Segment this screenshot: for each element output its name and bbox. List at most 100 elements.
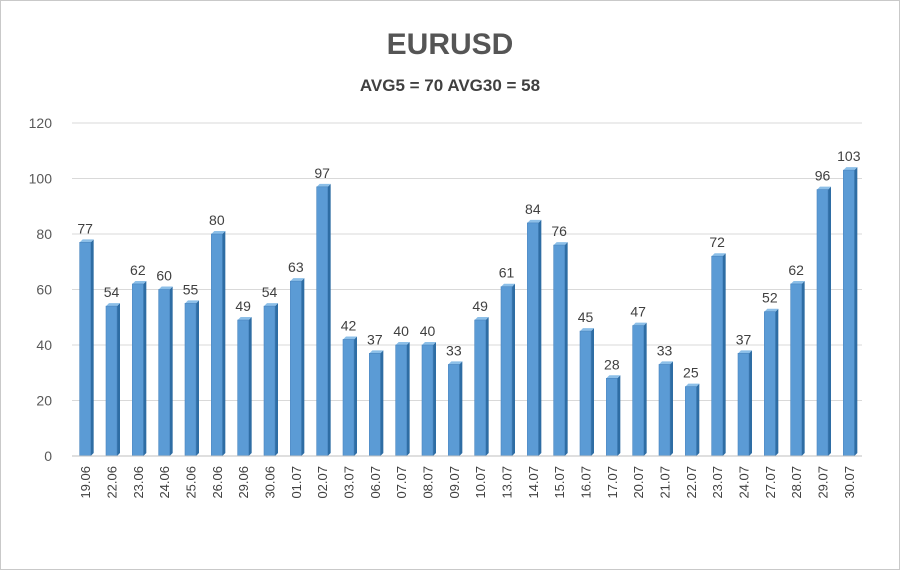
data-label: 61 [499, 265, 515, 281]
data-label: 37 [736, 331, 752, 347]
x-tick-label: 23.06 [131, 466, 146, 499]
bar [158, 286, 173, 457]
bar [553, 242, 568, 457]
data-label: 49 [472, 298, 488, 314]
x-tick-label: 29.06 [236, 466, 251, 499]
data-label: 42 [341, 317, 357, 333]
bar [316, 183, 331, 457]
y-tick-label: 40 [36, 337, 52, 353]
bar [500, 283, 515, 457]
y-tick-label: 0 [44, 448, 52, 464]
data-label: 80 [209, 212, 225, 228]
x-tick-label: 06.07 [368, 466, 383, 499]
x-tick-label: 21.07 [658, 466, 673, 499]
x-tick-label: 02.07 [315, 466, 330, 499]
data-label: 96 [815, 168, 831, 184]
x-tick-label: 22.06 [105, 466, 120, 499]
bar [184, 300, 199, 457]
data-label: 45 [578, 309, 594, 325]
y-tick-label: 60 [36, 282, 52, 298]
bar [369, 350, 384, 457]
data-label: 37 [367, 331, 383, 347]
chart-title: EURUSD [386, 28, 514, 61]
data-label: 60 [156, 268, 172, 284]
x-tick-label: 13.07 [500, 466, 515, 499]
bar [342, 336, 357, 457]
x-tick-label: 27.07 [763, 466, 778, 499]
data-label: 84 [525, 201, 541, 217]
data-label: 49 [235, 298, 251, 314]
x-tick-label: 07.07 [394, 466, 409, 499]
x-tick-label: 30.06 [263, 466, 278, 499]
data-label: 54 [104, 284, 120, 300]
x-tick-label: 25.06 [184, 466, 199, 499]
data-label: 47 [630, 304, 646, 320]
data-label: 25 [683, 365, 699, 381]
x-tick-label: 24.07 [737, 466, 752, 499]
data-label: 72 [709, 234, 725, 250]
x-tick-label: 29.07 [816, 466, 831, 499]
data-label: 62 [788, 262, 804, 278]
bar [632, 322, 647, 457]
x-axis: 19.06 22.06 23.06 24.06 25.06 26.06 29.06 30.06… [72, 455, 862, 499]
x-tick-label: 08.07 [421, 466, 436, 499]
bars [79, 167, 858, 457]
data-label: 28 [604, 356, 620, 372]
y-tick-label: 100 [29, 171, 53, 187]
data-labels: 77 54 62 60 55 80 49 54 63 97 42 37 40 40 33 49 61 84 76 45… [77, 148, 860, 380]
bar [79, 239, 94, 457]
x-tick-label: 16.07 [579, 466, 594, 499]
data-label: 63 [288, 259, 304, 275]
data-label: 77 [77, 220, 93, 236]
data-label: 33 [446, 342, 462, 358]
x-tick-label: 09.07 [447, 466, 462, 499]
bar [658, 361, 673, 457]
bar [790, 280, 805, 457]
x-tick-label: 19.06 [78, 466, 93, 499]
bar [685, 383, 700, 457]
data-label: 55 [183, 281, 199, 297]
data-label: 40 [393, 323, 409, 339]
y-axis: 0 20 40 60 80 100 120 [29, 115, 53, 464]
data-label: 62 [130, 262, 146, 278]
bar [843, 167, 858, 457]
bar [527, 219, 542, 457]
bar [711, 253, 726, 457]
data-label: 54 [262, 284, 278, 300]
x-tick-label: 01.07 [289, 466, 304, 499]
x-tick-label: 24.06 [157, 466, 172, 499]
data-label: 52 [762, 290, 778, 306]
x-tick-label: 17.07 [605, 466, 620, 499]
data-label: 40 [420, 323, 436, 339]
data-label: 103 [837, 148, 861, 164]
x-tick-label: 03.07 [342, 466, 357, 499]
bar [448, 361, 463, 457]
bar [132, 280, 147, 457]
bar [237, 317, 252, 457]
bar [395, 342, 410, 457]
bar [421, 342, 436, 457]
x-tick-label: 26.06 [210, 466, 225, 499]
bar [474, 317, 489, 457]
x-tick-label: 10.07 [473, 466, 488, 499]
x-tick-label: 14.07 [526, 466, 541, 499]
bar [211, 231, 226, 457]
bar [579, 328, 594, 457]
x-tick-label: 22.07 [684, 466, 699, 499]
x-tick-label: 20.07 [631, 466, 646, 499]
bar [764, 308, 779, 457]
y-tick-label: 80 [36, 226, 52, 242]
x-tick-label: 15.07 [552, 466, 567, 499]
data-label: 97 [314, 165, 330, 181]
x-tick-label: 28.07 [789, 466, 804, 499]
x-tick-label: 30.07 [842, 466, 857, 499]
y-tick-label: 20 [36, 393, 52, 409]
data-label: 33 [657, 342, 673, 358]
chart-subtitle: AVG5 = 70 AVG30 = 58 [359, 76, 541, 95]
bar [816, 186, 831, 457]
x-tick-label: 23.07 [710, 466, 725, 499]
data-label: 76 [551, 223, 567, 239]
bar [290, 278, 305, 457]
